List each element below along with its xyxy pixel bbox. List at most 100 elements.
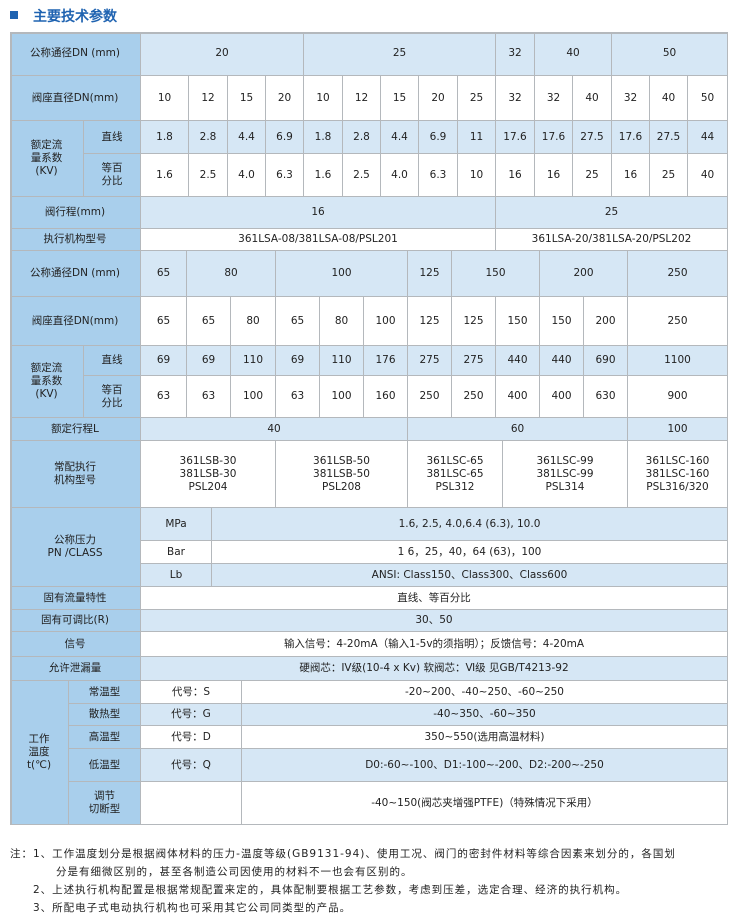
seat-cell: 20	[266, 76, 304, 121]
pressure-unit-cell: Lb	[141, 564, 212, 587]
seat-cell: 50	[688, 76, 728, 121]
seat-cell: 200	[584, 297, 628, 346]
kv-eqp-cell: 4.0	[381, 154, 419, 197]
dn-cell: 20	[141, 32, 304, 76]
actuator-cell: 361LSC-65 381LSC-65 PSL312	[408, 441, 503, 508]
temp-code-cell	[141, 782, 242, 825]
seat-cell: 32	[535, 76, 573, 121]
actuator-cell: 361LSA-20/381LSA-20/PSL202	[496, 229, 728, 251]
kv-linear-cell: 1100	[628, 346, 728, 376]
kv-linear-cell: 110	[320, 346, 364, 376]
kv-eqp-cell: 1.6	[141, 154, 189, 197]
temp-type-label: 常温型	[69, 681, 141, 704]
kv-eqp-cell: 250	[408, 376, 452, 418]
seat-cell: 125	[452, 297, 496, 346]
dn-cell: 25	[304, 32, 496, 76]
temp-type-label: 高温型	[69, 726, 141, 749]
temp-type-label: 散热型	[69, 704, 141, 726]
page-title: 主要技术参数	[33, 9, 117, 25]
kv-linear-cell: 17.6	[535, 121, 573, 154]
pressure-values-cell: ANSI: Class150、Class300、Class600	[212, 564, 728, 587]
kv-eqp-cell: 63	[276, 376, 320, 418]
kv-linear-cell: 17.6	[612, 121, 650, 154]
temp-code-cell: 代号：S	[141, 681, 242, 704]
temp-range-cell: -40~350、-60~350	[242, 704, 728, 726]
temp-code-cell: 代号：D	[141, 726, 242, 749]
row-label: 固有流量特性	[10, 587, 141, 610]
stroke-cell: 40	[141, 418, 408, 441]
row-value: 30、50	[141, 610, 728, 632]
note-2: 2、上述执行机构配置是根据常规配置来定的，具体配制要根据工艺参数，考虑到压差，选…	[33, 884, 628, 896]
seat-cell: 32	[612, 76, 650, 121]
seat-cell: 32	[496, 76, 535, 121]
dn-cell: 150	[452, 251, 540, 297]
stroke-cell: 100	[628, 418, 728, 441]
kv-eqp-cell: 630	[584, 376, 628, 418]
kv-eqp-cell: 100	[320, 376, 364, 418]
row-label-rated-stroke: 额定行程L	[10, 418, 141, 441]
kv-eqp-cell: 25	[573, 154, 612, 197]
actuator-cell: 361LSB-50 381LSB-50 PSL208	[276, 441, 408, 508]
note-1: 注：1、工作温度划分是根据阀体材料的压力-温度等级(GB9131-94)、使用工…	[10, 848, 676, 860]
kv-linear-cell: 27.5	[650, 121, 688, 154]
seat-cell: 150	[540, 297, 584, 346]
kv-linear-cell: 275	[452, 346, 496, 376]
pressure-unit-cell: MPa	[141, 508, 212, 541]
row-label-nominal-dn: 公称通径DN (mm)	[10, 32, 141, 76]
kv-linear-cell: 4.4	[381, 121, 419, 154]
note-3: 3、所配电子式电动执行机构也可采用其它公司同类型的产品。	[33, 902, 352, 914]
pressure-unit-cell: Bar	[141, 541, 212, 564]
kv-eqp-cell: 2.5	[343, 154, 381, 197]
kv-linear-cell: 2.8	[189, 121, 228, 154]
row-label-nominal-dn: 公称通径DN (mm)	[10, 251, 141, 297]
stroke-cell: 60	[408, 418, 628, 441]
actuator-cell: 361LSC-160 381LSC-160 PSL316/320	[628, 441, 728, 508]
seat-cell: 150	[496, 297, 540, 346]
kv-linear-cell: 110	[231, 346, 276, 376]
kv-eqp-cell: 2.5	[189, 154, 228, 197]
stroke-cell: 25	[496, 197, 728, 229]
kv-eqp-cell: 25	[650, 154, 688, 197]
dn-cell: 32	[496, 32, 535, 76]
row-label-seat-dn: 阀座直径DN(mm)	[10, 297, 141, 346]
kv-eqp-cell: 63	[187, 376, 231, 418]
sub-label-equal-percentage: 等百 分比	[84, 154, 141, 197]
temp-code-cell: 代号：Q	[141, 749, 242, 782]
kv-eqp-cell: 900	[628, 376, 728, 418]
dn-cell: 50	[612, 32, 728, 76]
seat-cell: 40	[650, 76, 688, 121]
pressure-values-cell: 1.6, 2.5, 4.0,6.4 (6.3), 10.0	[212, 508, 728, 541]
note-1-cont: 分是有细微区别的，甚至各制造公司因使用的材料不一也会有区别的。	[56, 866, 413, 878]
actuator-cell: 361LSA-08/381LSA-08/PSL201	[141, 229, 496, 251]
row-label: 固有可调比(R)	[10, 610, 141, 632]
kv-eqp-cell: 1.6	[304, 154, 343, 197]
kv-eqp-cell: 6.3	[266, 154, 304, 197]
seat-cell: 15	[228, 76, 266, 121]
seat-cell: 10	[304, 76, 343, 121]
kv-eqp-cell: 10	[458, 154, 496, 197]
dn-cell: 80	[187, 251, 276, 297]
seat-cell: 10	[141, 76, 189, 121]
dn-cell: 200	[540, 251, 628, 297]
pressure-values-cell: 1 6，25，40，64 (63)，100	[212, 541, 728, 564]
seat-cell: 80	[320, 297, 364, 346]
kv-eqp-cell: 63	[141, 376, 187, 418]
seat-cell: 12	[189, 76, 228, 121]
seat-cell: 65	[187, 297, 231, 346]
seat-cell: 65	[141, 297, 187, 346]
seat-cell: 15	[381, 76, 419, 121]
seat-cell: 250	[628, 297, 728, 346]
kv-eqp-cell: 400	[496, 376, 540, 418]
seat-cell: 12	[343, 76, 381, 121]
row-label-actuator: 执行机构型号	[10, 229, 141, 251]
temp-range-cell: -20~200、-40~250、-60~250	[242, 681, 728, 704]
seat-cell: 80	[231, 297, 276, 346]
kv-linear-cell: 440	[496, 346, 540, 376]
kv-linear-cell: 69	[141, 346, 187, 376]
kv-linear-cell: 275	[408, 346, 452, 376]
kv-linear-cell: 11	[458, 121, 496, 154]
kv-eqp-cell: 160	[364, 376, 408, 418]
row-label-actuator: 常配执行 机构型号	[10, 441, 141, 508]
temp-range-cell: 350~550(选用高温材料)	[242, 726, 728, 749]
dn-cell: 125	[408, 251, 452, 297]
